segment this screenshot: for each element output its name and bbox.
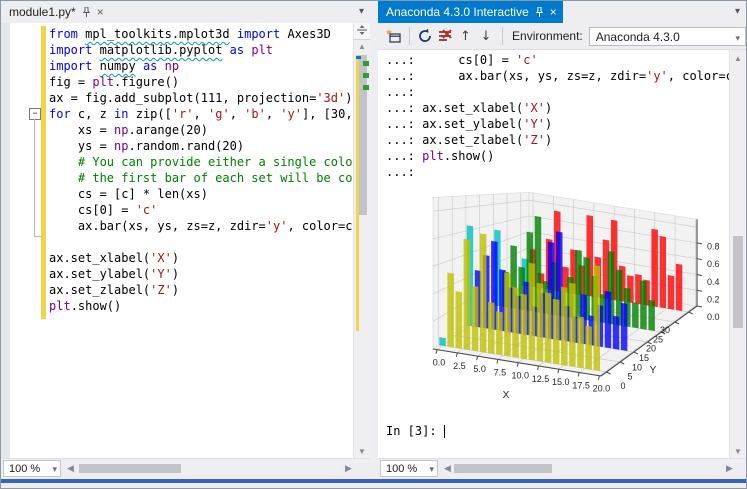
interactive-toolbar: ↑ ↓ Environment: Anaconda 4.3.0 ▾	[378, 23, 746, 50]
restart-kernel-icon[interactable]	[415, 26, 433, 46]
saved-change-mark	[363, 85, 369, 90]
svg-text:0.2: 0.2	[707, 294, 720, 304]
clear-screen-icon[interactable]	[436, 26, 454, 46]
fold-guide-line	[34, 119, 35, 236]
history-previous-icon[interactable]: ↑	[460, 28, 471, 44]
pin-icon[interactable]	[535, 6, 544, 18]
editor-hscroll-track[interactable]	[77, 462, 341, 475]
breakpoint-margin[interactable]	[1, 23, 10, 459]
svg-text:0.0: 0.0	[433, 358, 446, 368]
svg-text:5: 5	[627, 372, 632, 382]
interactive-output[interactable]: ...: cs[0] = 'c'...: ax.bar(xs, ys, zs=z…	[378, 50, 746, 459]
interactive-hscroll-track[interactable]	[454, 462, 722, 475]
zoom-value: 100 %	[386, 463, 418, 475]
svg-text:15.0: 15.0	[552, 377, 570, 387]
text-caret	[443, 425, 445, 438]
tab-module1-py[interactable]: module1.py* ×	[1, 1, 110, 23]
svg-text:0.4: 0.4	[707, 277, 720, 287]
close-icon[interactable]: ×	[96, 5, 104, 19]
environment-value: Anaconda 4.3.0	[595, 29, 680, 44]
editor-vertical-scrollbar[interactable]: ▲ ▼	[353, 23, 370, 459]
svg-text:0.6: 0.6	[707, 259, 720, 269]
svg-text:25: 25	[653, 334, 663, 344]
svg-text:Y: Y	[650, 365, 657, 376]
svg-text:20: 20	[646, 344, 656, 354]
toolbar-separator	[502, 27, 504, 45]
interactive-pane: Anaconda 4.3.0 Interactive × ▾ ↑ ↓ Env	[378, 1, 746, 479]
window-accent-border	[1, 479, 746, 483]
caret-annotation	[356, 56, 361, 59]
repl-history-text: ...: cs[0] = 'c'...: ax.bar(xs, ys, zs=z…	[386, 53, 729, 179]
editor-pane: module1.py* × ▾ − from mpl_toolkits.mplo…	[1, 1, 370, 479]
changes-annotation	[356, 55, 359, 331]
svg-text:0.8: 0.8	[707, 242, 720, 252]
editor-zoom-select[interactable]: 100 % ▾	[3, 460, 61, 477]
svg-text:10.0: 10.0	[511, 371, 529, 381]
scroll-up-icon[interactable]: ▲	[734, 54, 742, 63]
editor-tabstrip: module1.py* × ▾	[1, 1, 370, 23]
interactive-hscroll-thumb[interactable]	[454, 464, 552, 473]
editor-hscroll-thumb[interactable]	[79, 464, 181, 473]
svg-text:X: X	[503, 390, 510, 401]
zoom-dropdown-icon: ▾	[429, 464, 434, 474]
history-next-icon[interactable]: ↓	[480, 28, 492, 44]
svg-text:15: 15	[639, 353, 649, 363]
svg-text:30: 30	[660, 325, 670, 335]
svg-text:2.5: 2.5	[453, 361, 466, 371]
matplotlib-3d-bar-chart: 0.0 2.5 5.0 7.5 10.0 12.5 15.0 17.5 20.0 05101520…	[432, 191, 720, 401]
svg-text:20.0: 20.0	[593, 384, 611, 394]
zoom-dropdown-icon: ▾	[52, 464, 57, 474]
scroll-down-icon[interactable]: ▼	[358, 447, 366, 456]
scroll-up-icon[interactable]: ▲	[358, 42, 366, 51]
hscroll-right-icon[interactable]: ▶	[345, 463, 352, 473]
tab-anaconda-interactive[interactable]: Anaconda 4.3.0 Interactive ×	[378, 1, 563, 23]
toolbar-separator	[409, 27, 411, 45]
hscroll-left-icon[interactable]: ◀	[67, 463, 74, 473]
interactive-bottom-bar: 100 % ▾ ◀ ▶	[378, 458, 746, 479]
pin-icon[interactable]	[82, 6, 91, 18]
svg-text:0: 0	[620, 381, 625, 391]
tab-overflow-chevron-icon[interactable]: ▾	[734, 6, 740, 17]
repl-prompt: In [3]:	[386, 424, 444, 438]
svg-text:17.5: 17.5	[572, 380, 590, 390]
window-bottom-pad	[1, 483, 746, 488]
saved-change-mark	[363, 61, 369, 66]
fold-collapse-icon[interactable]: −	[29, 108, 41, 120]
interactive-vertical-scrollbar[interactable]: ▲ ▼	[729, 50, 746, 459]
interactive-scroll-thumb[interactable]	[733, 236, 743, 328]
code-editor[interactable]: − from mpl_toolkits.mplot3d import Axes3…	[1, 23, 370, 459]
track-changes-bar	[41, 26, 46, 319]
tab-title: Anaconda 4.3.0 Interactive	[386, 5, 529, 19]
interactive-zoom-select[interactable]: 100 % ▾	[380, 460, 438, 477]
scroll-down-icon[interactable]: ▼	[734, 447, 742, 456]
svg-text:7.5: 7.5	[494, 367, 507, 377]
environment-dropdown-icon: ▾	[735, 32, 741, 43]
tab-overflow-chevron-icon[interactable]: ▾	[358, 6, 364, 17]
split-window-handle[interactable]	[354, 23, 370, 40]
interactive-tabstrip: Anaconda 4.3.0 Interactive × ▾	[378, 1, 746, 23]
tab-title: module1.py*	[9, 5, 76, 19]
fold-guide-end	[34, 236, 42, 237]
editor-scroll-thumb[interactable]	[357, 55, 367, 215]
hscroll-right-icon[interactable]: ▶	[726, 463, 733, 473]
svg-text:10: 10	[632, 362, 642, 372]
svg-text:12.5: 12.5	[532, 374, 550, 384]
svg-text:0.0: 0.0	[707, 312, 720, 322]
editor-bottom-bar: 100 % ▾ ◀ ▶	[1, 458, 370, 479]
saved-change-mark	[363, 73, 369, 78]
environment-label: Environment:	[512, 29, 583, 43]
close-icon[interactable]: ×	[549, 5, 557, 19]
hscroll-left-icon[interactable]: ◀	[444, 463, 451, 473]
environment-select[interactable]: Anaconda 4.3.0 ▾	[588, 26, 746, 46]
repl-prompt-line[interactable]: In [3]:	[386, 424, 445, 438]
code-text[interactable]: from mpl_toolkits.mplot3d import Axes3D i…	[49, 27, 353, 313]
svg-text:5.0: 5.0	[473, 364, 486, 374]
new-interactive-window-icon[interactable]	[384, 26, 402, 46]
zoom-value: 100 %	[9, 463, 41, 475]
